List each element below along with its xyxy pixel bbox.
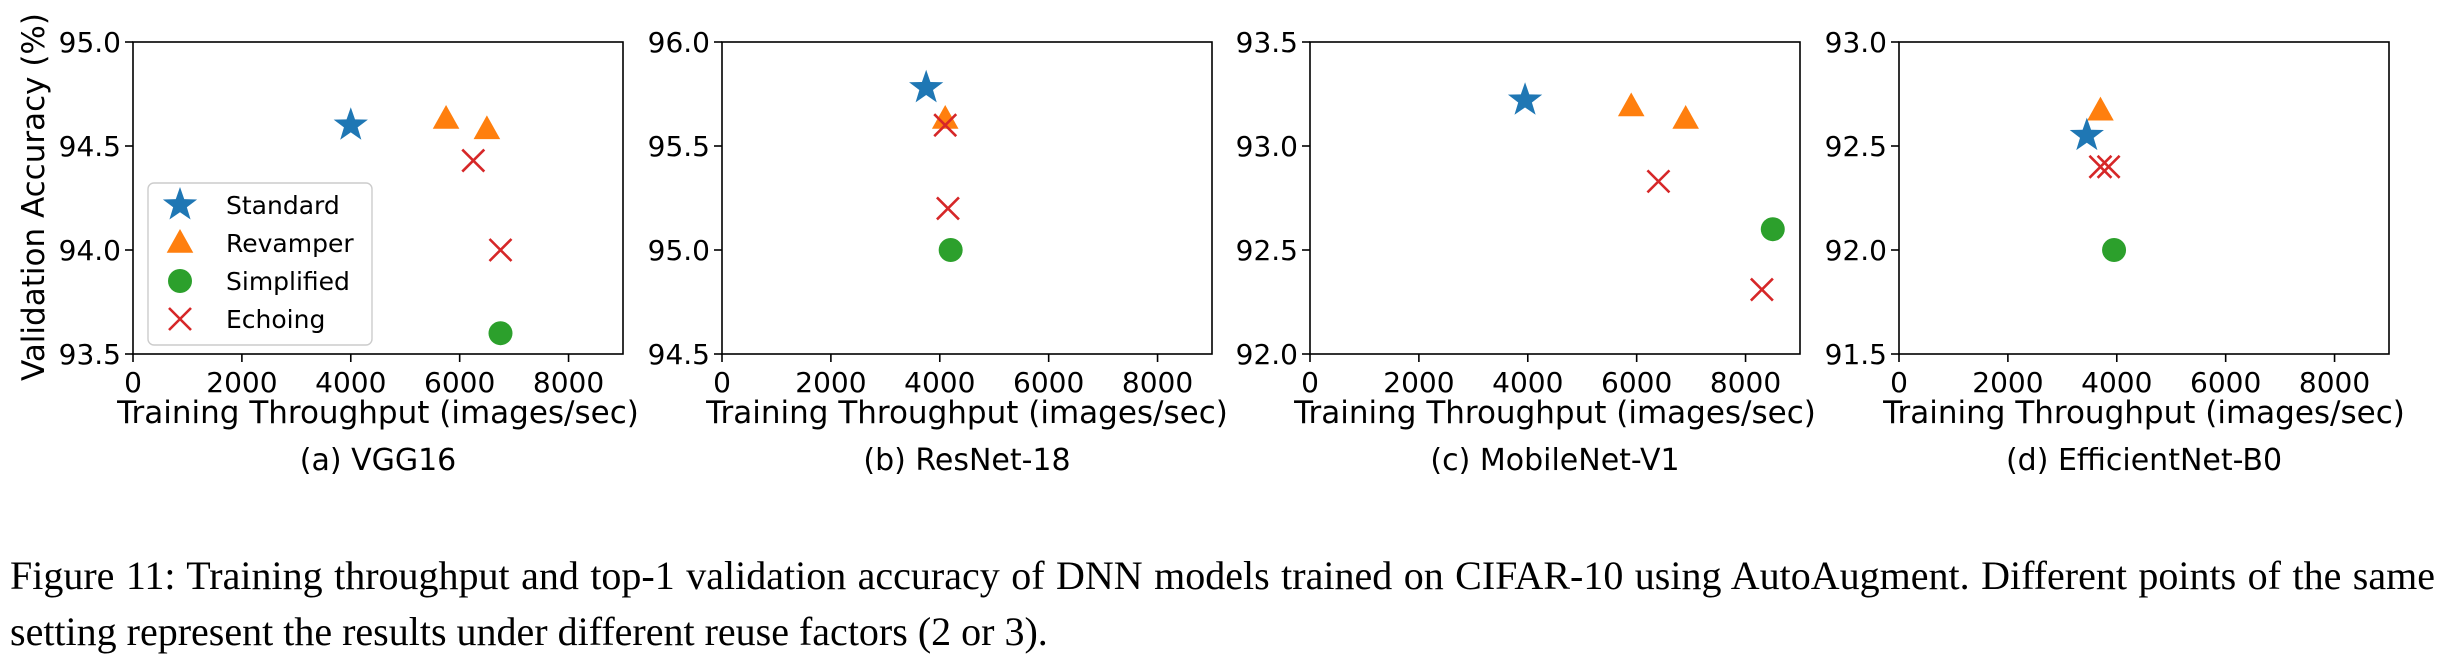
data-point-echoing [461,148,486,173]
y-tick-label: 94.0 [59,234,121,267]
y-tick-label: 95.5 [648,130,710,163]
x-tick-label: 8000 [1122,366,1193,399]
chart-panel-1: 0 2000 4000 6000 8000 93.5 94.0 94.5 95.0 Trainin… [59,26,639,478]
data-point-echoing [2096,154,2121,179]
x-axis-label: Training Throughput (images/sec) [705,395,1228,431]
data-point-echoing [2088,154,2113,179]
y-tick-label: 93.5 [1236,26,1298,59]
y-axis-label: Validation Accuracy (%) [16,13,52,381]
data-point-standard [1507,82,1543,115]
chart-panel-2: 0 2000 4000 6000 8000 94.5 95.0 95.5 96.0 Trainin… [648,26,1228,478]
panel-subcaption: (d) EfficientNet-B0 [2006,443,2282,478]
x-tick-label: 2000 [1383,366,1454,399]
plot-frame [721,41,1213,355]
x-tick-label: 4000 [315,366,386,399]
x-tick-label: 4000 [2081,366,2152,399]
y-tick-label: 93.0 [1236,130,1298,163]
x-axis-label: Training Throughput (images/sec) [116,395,639,431]
x-axis-label: Training Throughput (images/sec) [1293,395,1816,431]
data-point-standard [909,69,944,103]
panel-subcaption: (a) VGG16 [300,443,457,478]
legend-label-revamper: Revamper [226,229,354,258]
legend: Standard Revamper Simplified Echoing [147,182,373,346]
x-tick-label: 4000 [1492,366,1563,399]
y-tick-label: 94.5 [59,130,121,163]
figure-canvas: Validation Accuracy (%) 0 2000 4000 6000 800… [16,13,2405,478]
x-tick-label: 2000 [795,366,866,399]
x-tick-label: 2000 [206,366,277,399]
legend-frame [147,182,373,346]
data-point-standard [333,107,368,140]
y-tick-label: 92.0 [1236,338,1298,371]
legend-marker-standard [162,187,198,220]
data-point-echoing [936,196,960,221]
x-tick-label: 0 [1301,366,1319,399]
x-tick-label: 2000 [1972,366,2043,399]
y-tick-label: 93.5 [59,338,121,371]
data-point-echoing [1749,277,1774,302]
x-tick-label: 0 [1890,366,1908,399]
x-tick-label: 0 [713,366,731,399]
data-point-revamper [2087,96,2114,121]
plot-frame [1898,41,2390,355]
x-tick-label: 6000 [1013,366,1084,399]
data-point-revamper [931,104,959,129]
data-point-standard [2069,117,2104,151]
x-tick-label: 6000 [1601,366,1672,399]
data-point-echoing [488,238,513,262]
y-tick-label: 92.5 [1825,130,1887,163]
x-tick-label: 6000 [2190,366,2261,399]
data-point-revamper [473,115,501,140]
legend-marker-simplified [168,269,192,293]
x-tick-label: 8000 [533,366,604,399]
x-tick-label: 4000 [904,366,975,399]
x-tick-label: 0 [124,366,142,399]
y-tick-label: 95.0 [648,234,710,267]
legend-marker-echoing [168,307,192,331]
y-tick-label: 92.0 [1825,234,1887,267]
y-tick-label: 95.0 [59,26,121,59]
data-point-revamper [432,104,460,129]
plot-frame [132,41,624,355]
y-tick-label: 92.5 [1236,234,1298,267]
y-tick-label: 93.0 [1825,26,1887,59]
data-point-simplified [938,238,963,262]
chart-panel-4: 0 2000 4000 6000 8000 91.5 92.0 92.5 93.0 Trainin… [1825,26,2405,478]
data-point-simplified [1760,217,1785,242]
x-tick-label: 8000 [1710,366,1781,399]
panel-subcaption: (b) ResNet-18 [863,443,1070,478]
data-point-simplified [488,321,513,346]
legend-label-simplified: Simplified [226,267,350,296]
y-tick-label: 94.5 [648,338,710,371]
x-tick-label: 6000 [424,366,495,399]
figure-caption: Figure 11: Training throughput and top-1… [10,553,2435,654]
data-point-echoing [1646,169,1671,194]
chart-panel-3: 0 2000 4000 6000 8000 92.0 92.5 93.0 93.5 Trainin… [1236,26,1816,478]
legend-label-echoing: Echoing [226,305,325,334]
plot-frame [1309,41,1801,355]
legend-marker-revamper [166,229,194,253]
data-point-simplified [2102,238,2127,262]
legend-label-standard: Standard [226,191,340,220]
y-tick-label: 96.0 [648,26,710,59]
x-tick-label: 8000 [2299,366,2370,399]
panel-subcaption: (c) MobileNet-V1 [1430,443,1679,478]
data-point-echoing [933,113,958,138]
data-point-revamper [1617,92,1645,117]
y-tick-label: 91.5 [1825,338,1887,371]
x-axis-label: Training Throughput (images/sec) [1882,395,2405,431]
data-point-revamper [1672,104,1699,129]
